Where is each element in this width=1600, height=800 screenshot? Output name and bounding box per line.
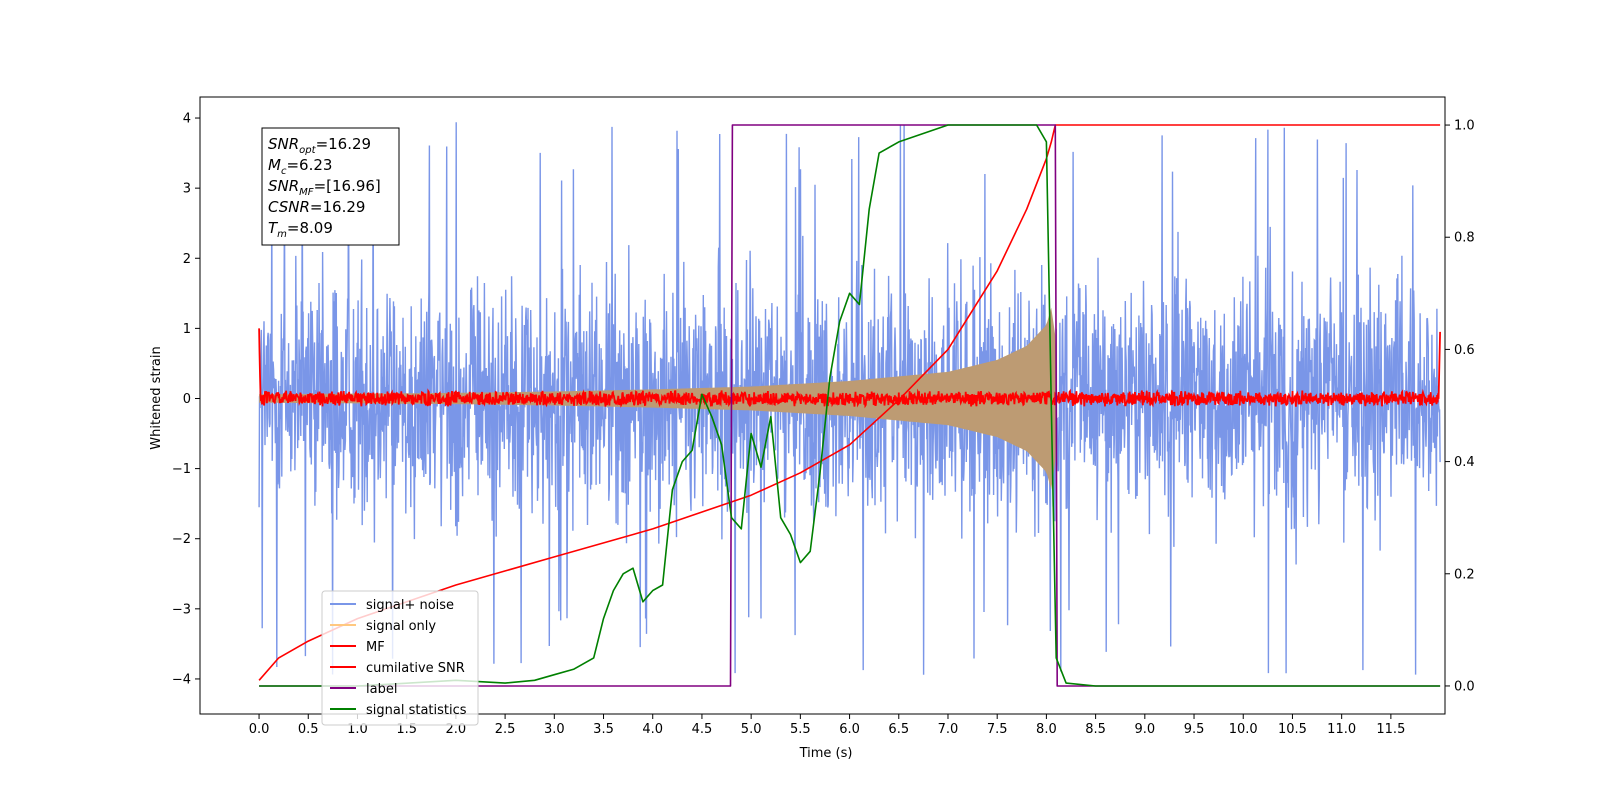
x-tick-label: 10.0: [1229, 722, 1258, 737]
x-tick-label: 9.0: [1134, 722, 1155, 737]
legend-entry: signal only: [366, 619, 436, 634]
x-tick-label: 4.0: [642, 722, 663, 737]
y2-tick-label: 1.0: [1454, 119, 1475, 134]
legend-entry: signal statistics: [366, 703, 467, 718]
x-tick-label: 8.5: [1085, 722, 1106, 737]
legend-frame: [321, 590, 479, 726]
info-value: =16.29: [310, 198, 366, 216]
legend: signal+ noise signal only MF cumilative SNR…: [321, 590, 479, 726]
info-line: Mc=6.23: [268, 156, 332, 177]
info-symbol: M: [268, 156, 281, 174]
info-line: SNRopt=16.29: [268, 135, 371, 156]
info-subscript: c: [281, 166, 287, 177]
x-tick-label: 7.0: [938, 722, 959, 737]
x-axis-label: Time (s): [799, 746, 853, 761]
x-tick-label: 8.0: [1036, 722, 1057, 737]
x-tick-label: 5.5: [790, 722, 811, 737]
y2-tick-label: 0.6: [1454, 343, 1475, 358]
info-value: =6.23: [286, 156, 332, 174]
legend-entry: label: [366, 682, 397, 697]
y-tick-label: −4: [172, 672, 191, 687]
y2-tick-label: 0.0: [1454, 679, 1475, 694]
x-tick-label: 1.5: [396, 722, 417, 737]
x-tick-label: 3.5: [593, 722, 614, 737]
y2-tick-label: 0.2: [1454, 567, 1475, 582]
info-subscript: opt: [299, 145, 316, 156]
series-mf-line: [258, 328, 1441, 409]
x-tick-label: 7.5: [987, 722, 1008, 737]
info-symbol: T: [268, 219, 279, 237]
info-line: CSNR=16.29: [268, 198, 365, 216]
y-tick-label: 3: [183, 182, 191, 197]
x-tick-label: 0.0: [249, 722, 270, 737]
x-tick-label: 11.5: [1376, 722, 1405, 737]
y-tick-label: −1: [172, 462, 191, 477]
y2-tick-label: 0.8: [1454, 231, 1475, 246]
axes: 0.0 0.5 1.0 1.5 2.0 2.5 3.0 3.5 4.0 4.5 5.0 5.5 6.0 6…: [172, 96, 1475, 737]
y2-tick-label: 0.4: [1454, 455, 1475, 470]
info-symbol: CSNR: [268, 198, 310, 216]
info-value: =8.09: [287, 219, 333, 237]
x-tick-label: 9.5: [1184, 722, 1205, 737]
x-tick-label: 5.0: [741, 722, 762, 737]
info-subscript: m: [277, 229, 287, 240]
y-tick-label: 2: [183, 252, 191, 267]
info-subscript: MF: [299, 187, 314, 198]
x-tick-label: 2.5: [495, 722, 516, 737]
legend-entry: signal+ noise: [366, 598, 454, 613]
info-line: SNRMF=[16.96]: [268, 177, 381, 198]
info-value: =16.29: [316, 135, 372, 153]
legend-entry: MF: [366, 640, 385, 655]
y-axis-label: Whitened strain: [149, 346, 164, 449]
x-tick-label: 10.5: [1278, 722, 1307, 737]
info-box-frame: [261, 127, 400, 246]
x-tick-label: 1.0: [347, 722, 368, 737]
x-tick-label: 3.0: [544, 722, 565, 737]
x-tick-label: 0.5: [298, 722, 319, 737]
x-tick-label: 6.5: [888, 722, 909, 737]
y-tick-label: −3: [172, 602, 191, 617]
x-tick-label: 4.5: [692, 722, 713, 737]
info-box: SNRopt=16.29Mc=6.23SNRMF=[16.96]CSNR=16.…: [261, 127, 400, 246]
info-line: Tm=8.09: [268, 219, 333, 240]
x-tick-label: 11.0: [1327, 722, 1356, 737]
info-value: =[16.96]: [314, 177, 381, 195]
axes-frame: [199, 96, 1446, 715]
y-tick-label: 1: [183, 322, 191, 337]
y-tick-label: 4: [183, 112, 191, 127]
info-symbol: SNR: [268, 177, 299, 195]
x-tick-label: 6.0: [839, 722, 860, 737]
x-tick-label: 2.0: [446, 722, 467, 737]
legend-entry: cumilative SNR: [366, 661, 465, 676]
y-tick-label: −2: [172, 532, 191, 547]
info-symbol: SNR: [268, 135, 299, 153]
y-tick-label: 0: [183, 392, 191, 407]
series-signal-statistics-line: [259, 124, 1441, 687]
